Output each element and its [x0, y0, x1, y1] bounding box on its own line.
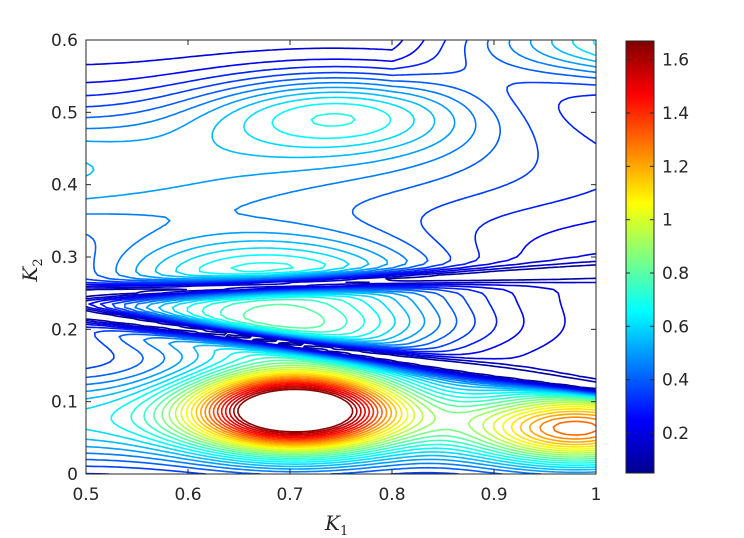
- x-axis-label: K1: [324, 511, 348, 538]
- contour-level: [86, 264, 596, 390]
- svg-text:K2: K2: [18, 258, 46, 282]
- contour-level: [237, 388, 354, 433]
- y-tick-label: 0.6: [51, 31, 78, 51]
- y-tick-label: 0.1: [51, 393, 78, 413]
- y-axis-label: K2: [18, 258, 46, 282]
- plot-background: [86, 40, 596, 474]
- contour-level: [110, 40, 596, 466]
- contour-level: [220, 382, 371, 439]
- contour-level: [216, 381, 375, 440]
- svg-text:K1: K1: [324, 511, 348, 538]
- contour-level: [199, 375, 596, 446]
- contour-level: [180, 368, 596, 452]
- x-tick-label: 0.6: [174, 485, 201, 505]
- contour-level: [86, 40, 596, 474]
- contour-level: [212, 380, 379, 442]
- colorbar-tick-label: 0.6: [662, 317, 689, 337]
- contour-level: [168, 364, 596, 456]
- contour-lines: [86, 40, 596, 474]
- colorbar-tick-label: 1: [662, 211, 673, 231]
- y-tick-label: 0.2: [51, 320, 78, 340]
- x-tick-label: 0.5: [72, 485, 99, 505]
- y-axis-ticks: 0 0.1 0.2 0.3 0.4 0.5 0.6: [51, 31, 596, 485]
- contour-level: [208, 378, 596, 443]
- colorbar-tick-label: 1.2: [662, 157, 689, 177]
- colorbar-tick-label: 0.2: [662, 424, 689, 444]
- y-tick-label: 0: [67, 465, 78, 485]
- contour-level: [185, 370, 596, 450]
- contour-level: [86, 260, 596, 391]
- x-tick-label: 0.7: [276, 485, 303, 505]
- colorbar-tick-label: 1.6: [662, 51, 689, 71]
- contour-level: [86, 40, 596, 474]
- contour-level: [228, 385, 362, 436]
- contour-level: [143, 298, 596, 462]
- colorbar-tick-label: 0.8: [662, 264, 689, 284]
- contour-level: [130, 112, 596, 464]
- contour-level: [204, 377, 596, 444]
- contour-level: [174, 366, 596, 454]
- x-tick-label: 1: [591, 485, 602, 505]
- y-tick-label: 0.3: [51, 248, 78, 268]
- contour-level: [190, 372, 596, 448]
- contour-level: [86, 40, 596, 469]
- contour-level: [195, 373, 596, 447]
- contour-level: [224, 384, 366, 437]
- contour-level: [153, 303, 596, 460]
- contour-level: [161, 362, 596, 458]
- y-tick-label: 0.5: [51, 103, 78, 123]
- y-tick-label: 0.4: [51, 176, 78, 196]
- x-tick-label: 0.8: [378, 485, 405, 505]
- x-axis-ticks: 0.5 0.6 0.7 0.8 0.9 1: [72, 40, 601, 505]
- colorbar-ticks: 0.2 0.4 0.6 0.8 1 1.2 1.4 1.6: [626, 51, 689, 444]
- plot-area: 0.5 0.6 0.7 0.8 0.9 1 0 0.1 0.2 0.3 0.4 0.5 0.6: [51, 31, 601, 505]
- colorbar: 0.2 0.4 0.6 0.8 1 1.2 1.4 1.6: [625, 40, 689, 474]
- colorbar-tick-label: 1.4: [662, 104, 689, 124]
- contour-level: [233, 387, 358, 435]
- x-tick-label: 0.9: [480, 485, 507, 505]
- colorbar-tick-label: 0.4: [662, 371, 689, 391]
- colorbar-gradient: [625, 40, 655, 474]
